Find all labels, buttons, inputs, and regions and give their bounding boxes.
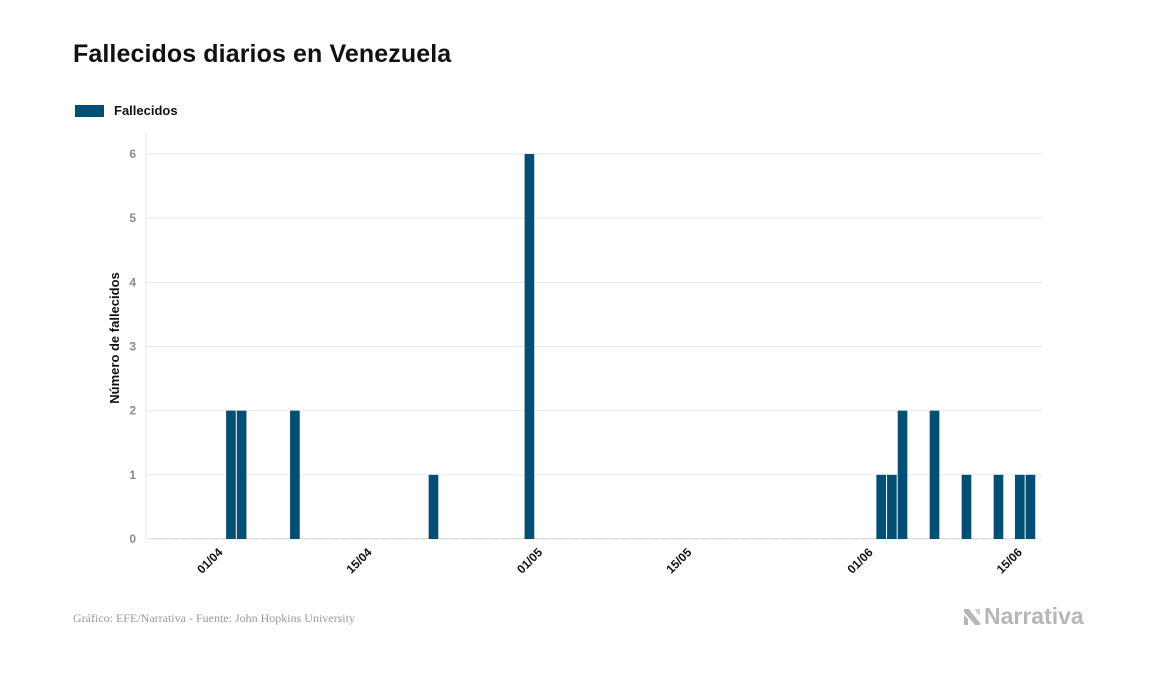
y-tick-label: 1: [129, 468, 136, 482]
x-tick-label: 15/04: [344, 545, 375, 576]
legend-swatch: [75, 104, 104, 117]
bar: [524, 154, 535, 539]
bar: [428, 474, 439, 539]
y-tick-label: 3: [129, 340, 136, 354]
x-tick-label: 01/05: [514, 545, 545, 576]
x-tick-label: 01/06: [845, 545, 876, 576]
bar: [290, 410, 300, 539]
y-tick-labels: 0 1 2 3 4 5 6: [129, 147, 136, 546]
x-tick-label: 01/04: [194, 545, 225, 576]
bar: [1014, 474, 1025, 539]
bar: [226, 410, 236, 539]
bars: [226, 154, 1036, 539]
y-tick-label: 0: [129, 532, 136, 546]
legend-label: Fallecidos: [114, 103, 178, 118]
bar: [961, 474, 972, 539]
legend: Fallecidos: [75, 103, 178, 118]
bar: [236, 410, 247, 539]
x-tick-labels: 01/04 15/04 01/05 15/05 01/06 15/06: [194, 545, 1025, 576]
y-tick-label: 2: [129, 404, 136, 418]
brand-name: Narrativa: [984, 603, 1084, 629]
brand-logo: Narrativa: [962, 603, 1084, 630]
bar: [993, 474, 1004, 539]
bar: [1025, 474, 1036, 539]
bar: [897, 410, 908, 539]
bar: [876, 474, 887, 539]
y-tick-label: 4: [129, 275, 136, 289]
y-axis-label: Número de fallecidos: [107, 272, 122, 403]
x-tick-label: 15/06: [994, 545, 1025, 576]
bar: [929, 410, 940, 539]
bar: [887, 474, 897, 539]
narrativa-logo-icon: [964, 608, 980, 625]
y-tick-label: 5: [129, 211, 136, 225]
chart-title: Fallecidos diarios en Venezuela: [73, 40, 452, 68]
x-tick-label: 15/05: [663, 545, 694, 576]
y-tick-label: 6: [129, 147, 136, 161]
source-footer: Gráfico: EFE/Narrativa - Fuente: John Ho…: [73, 611, 355, 625]
gridlines: [145, 133, 1042, 540]
